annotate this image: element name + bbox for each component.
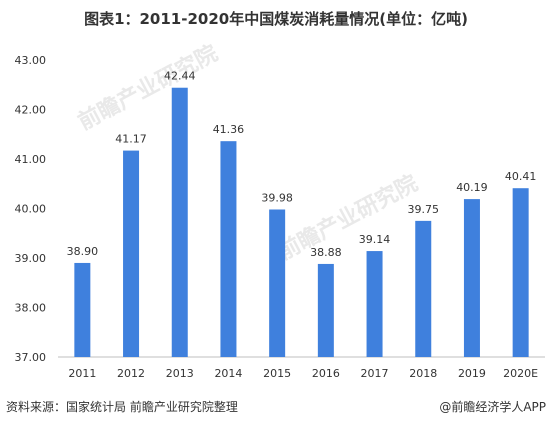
data-label-2016: 38.88 bbox=[310, 246, 342, 259]
x-tick-label: 2018 bbox=[409, 367, 437, 380]
chart-title: 图表1：2011-2020年中国煤炭消耗量情况(单位：亿吨) bbox=[84, 10, 468, 28]
y-tick-label: 39.00 bbox=[15, 252, 47, 265]
source-note: 资料来源：国家统计局 前瞻产业研究院整理 bbox=[6, 400, 238, 414]
bar-2017 bbox=[366, 251, 383, 357]
bar-2013 bbox=[171, 87, 188, 357]
bar-2011 bbox=[74, 262, 91, 357]
bar-2014 bbox=[220, 141, 237, 357]
y-tick-label: 40.00 bbox=[15, 203, 47, 216]
x-tick-label: 2013 bbox=[166, 367, 194, 380]
credit-note: @前瞻经济学人APP bbox=[439, 400, 546, 414]
bar-2020E bbox=[512, 188, 529, 357]
bar-2012 bbox=[123, 150, 140, 357]
y-tick-label: 41.00 bbox=[15, 153, 47, 166]
data-label-2020E: 40.41 bbox=[505, 170, 537, 183]
bar-2019 bbox=[463, 199, 480, 357]
y-tick-label: 37.00 bbox=[15, 351, 47, 364]
data-label-2017: 39.14 bbox=[359, 233, 391, 246]
y-tick-label: 43.00 bbox=[15, 54, 47, 67]
x-tick-label: 2020E bbox=[503, 367, 538, 380]
data-label-2012: 41.17 bbox=[115, 133, 147, 146]
bar-2016 bbox=[317, 263, 334, 357]
bar-2015 bbox=[269, 209, 286, 357]
data-label-2015: 39.98 bbox=[261, 191, 293, 204]
x-tick-label: 2014 bbox=[214, 367, 242, 380]
data-label-2014: 41.36 bbox=[213, 123, 245, 136]
x-tick-label: 2017 bbox=[361, 367, 389, 380]
y-tick-label: 38.00 bbox=[15, 302, 47, 315]
footer: 资料来源：国家统计局 前瞻产业研究院整理 @前瞻经济学人APP bbox=[6, 398, 546, 415]
data-label-2019: 40.19 bbox=[456, 181, 488, 194]
x-tick-label: 2015 bbox=[263, 367, 291, 380]
bar-chart: 37.00 38.00 39.00 40.00 41.00 42.00 43.00 38.90… bbox=[15, 54, 545, 380]
data-label-2018: 39.75 bbox=[408, 203, 440, 216]
x-tick-label: 2012 bbox=[117, 367, 145, 380]
data-label-2011: 38.90 bbox=[67, 245, 99, 258]
bar-2018 bbox=[415, 220, 432, 357]
data-label-2013: 42.44 bbox=[164, 70, 196, 83]
x-tick-label: 2019 bbox=[458, 367, 486, 380]
y-tick-label: 42.00 bbox=[15, 104, 47, 117]
x-tick-label: 2011 bbox=[68, 367, 96, 380]
x-tick-label: 2016 bbox=[312, 367, 340, 380]
